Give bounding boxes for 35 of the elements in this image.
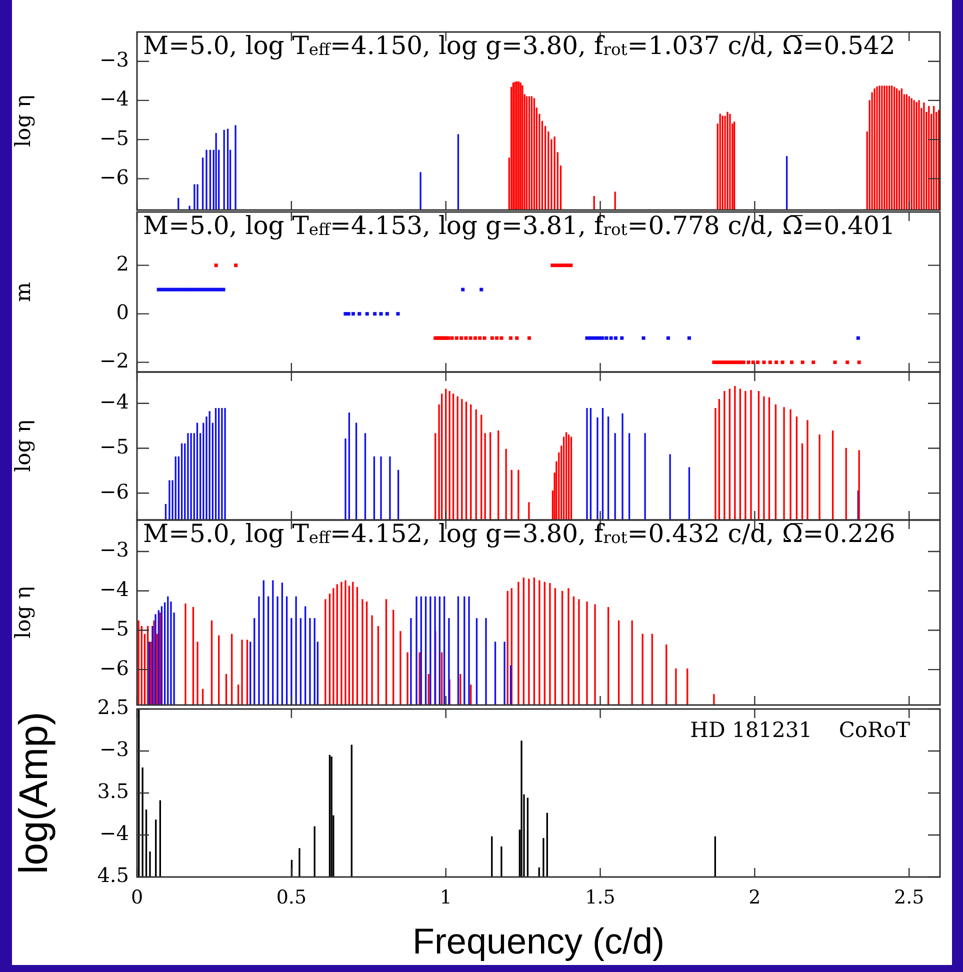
annotation: M=5.0, log Teff=4.153, log g=3.81, frot=0.778 c/d, Ω̅=0.401 — [143, 211, 896, 240]
x-tick-label: 2.5 — [894, 886, 924, 908]
y-tick-label: −3 — [100, 737, 129, 762]
y-axis-title: log η — [11, 94, 36, 148]
y-tick-label: −6 — [100, 656, 129, 680]
y-tick-label: 4.5 — [97, 863, 129, 888]
annotation: M=5.0, log Teff=4.150, log g=3.80, frot=1.037 c/d, Ω̅=0.542 — [143, 31, 896, 60]
x-tick-label: 1 — [440, 886, 452, 908]
x-tick-label: 0.5 — [276, 886, 307, 908]
y-tick-label: 2 — [116, 252, 129, 276]
y-tick-label: −5 — [100, 616, 129, 640]
y-tick-label: −6 — [100, 479, 129, 504]
y-tick-label: −3 — [100, 538, 129, 562]
y-tick-label: −3 — [100, 48, 129, 72]
y-tick-label: −4 — [100, 390, 129, 414]
y-tick-label: −6 — [100, 164, 129, 189]
y-tick-label: 0 — [116, 300, 129, 324]
x-tick-label: 0 — [130, 886, 144, 908]
y-tick-label: −5 — [100, 126, 129, 150]
y-tick-label: −5 — [100, 434, 129, 458]
y-tick-label: −4 — [100, 577, 129, 602]
y-tick-label: −4 — [100, 821, 129, 846]
y-tick-label: −2 — [100, 348, 129, 373]
annotation: M=5.0, log Teff=4.152, log g=3.80, frot=0.432 c/d, Ω̅=0.226 — [143, 519, 896, 548]
x-axis-title: Frequency (c/d) — [412, 920, 665, 962]
x-tick-label: 1.5 — [585, 886, 616, 908]
y-tick-label: 3.5 — [97, 779, 129, 804]
y-tick-label: −4 — [100, 86, 129, 111]
y-tick-label: 2.5 — [97, 695, 129, 720]
y-axis-title: log η — [11, 586, 36, 639]
y-axis-title: log(Amp) — [12, 712, 56, 874]
y-axis-title: log η — [11, 420, 36, 472]
x-tick-label: 2 — [748, 886, 761, 908]
annotation: HD 181231 CoRoT — [690, 718, 910, 742]
y-axis-title: m — [11, 282, 36, 302]
